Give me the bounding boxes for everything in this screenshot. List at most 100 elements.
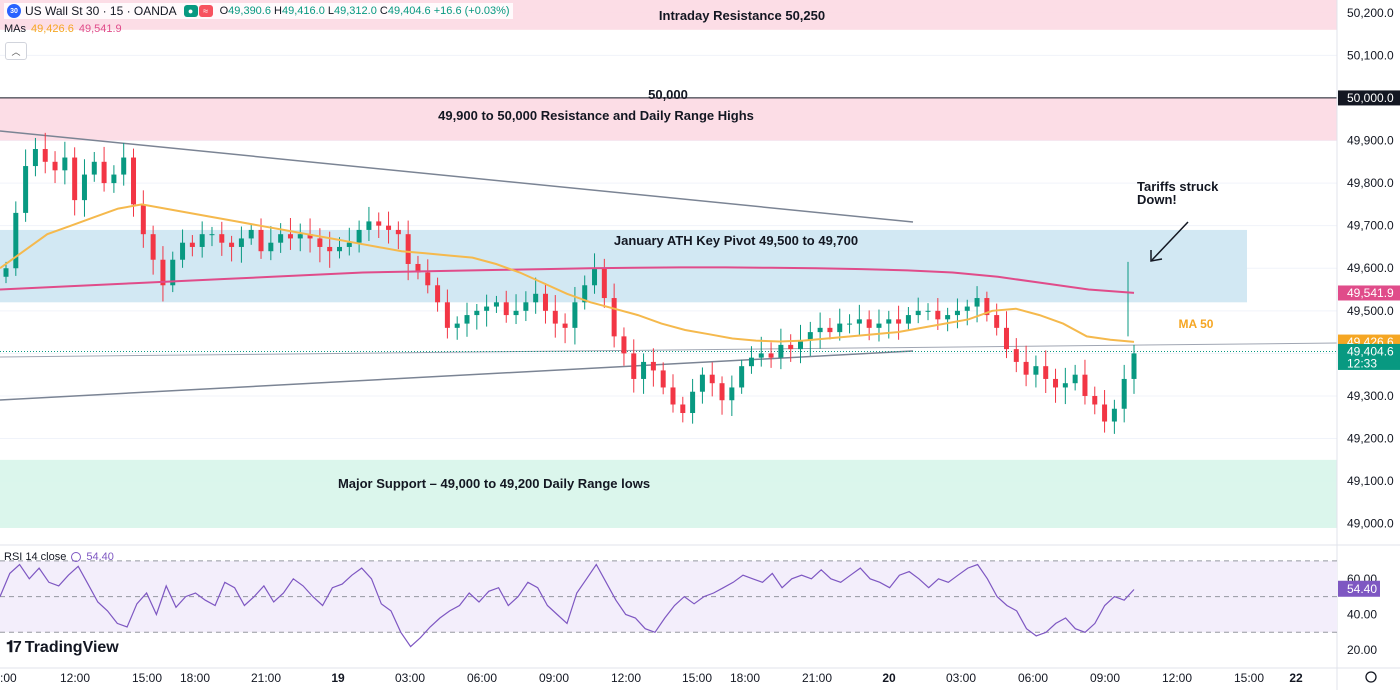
rsi-legend[interactable]: RSI 14 close 54.40 [4,551,114,563]
candle-body [23,166,29,213]
candle-body [1053,378,1059,388]
price-tick-label: 50,100.0 [1347,48,1394,62]
ohlc-values: O49,390.6 H49,416.0 L49,312.0 C49,404.6 … [219,5,510,17]
market-status-toggle[interactable]: ● ≈ [183,5,213,17]
candle-body [493,302,499,307]
time-tick-label: 06:00 [1018,671,1048,685]
zone-label: 49,900 to 50,000 Resistance and Daily Ra… [438,108,754,123]
candle-body [1072,374,1078,384]
trendline-horizontal [0,342,1338,358]
candle-body [1111,408,1117,422]
candle-body [552,310,558,324]
arrow-head-icon [1150,250,1163,262]
candle-body [435,285,441,303]
time-tick-label: 12:00 [1162,671,1192,685]
candle-body [984,298,990,316]
candle-body [1092,395,1098,405]
candle-body [876,323,882,328]
price-badge [1338,285,1400,301]
candle-body [856,319,862,324]
time-tick-label: 03:00 [395,671,425,685]
time-tick-label: 15:00 [1234,671,1264,685]
candle-body [1131,353,1137,379]
candle-body [3,268,9,277]
candle-body [847,323,853,325]
time-tick-label: 09:00 [539,671,569,685]
candle-body [778,344,784,358]
candle-body [974,298,980,307]
wave-icon: ≈ [198,5,213,17]
rsi-indicator-icon [71,552,82,562]
candle-body [523,302,529,311]
candle-body [238,238,244,247]
candle-body [945,315,951,320]
time-tick-label: 22 [1289,671,1303,685]
price-badge [1338,343,1400,370]
candle-body [415,263,421,273]
candle-body [866,319,872,328]
candle-body [748,357,754,367]
candle-body [464,315,470,324]
candle-body [650,361,656,371]
symbol-header[interactable]: 30 US Wall St 30 · 15 · OANDA ● ≈ O49,39… [4,3,513,19]
candle-body [140,204,146,235]
time-tick-label: 03:00 [946,671,976,685]
candle-body [336,246,342,252]
candle-body [425,272,431,286]
candle-body [287,234,293,239]
candle-body [915,310,921,316]
time-tick-label: 09:00 [1090,671,1120,685]
trendline-lower [0,350,914,401]
time-tick-label: 12:00 [60,671,90,685]
mas-label: MAs [4,23,26,35]
time-tick-label: 15:00 [682,671,712,685]
candle-body [542,293,548,311]
price-tick-label: 49,800.0 [1347,176,1394,190]
candle-body [905,315,911,324]
price-tick-label: 49,700.0 [1347,219,1394,233]
candle-body [886,319,892,324]
settings-gear-icon[interactable] [1365,671,1377,683]
ma200-line [0,266,1135,294]
candle-body [307,234,313,239]
collapse-legend-icon[interactable]: ︿ [5,42,27,60]
candle-body [1023,361,1029,375]
candle-body [964,306,970,311]
moving-averages-legend[interactable]: MAs 49,426.6 49,541.9 [4,23,122,35]
candle-body [798,340,804,350]
candle-body [199,234,205,247]
tradingview-logo: 𝟏7 TradingView [6,639,119,657]
zone-label: January ATH Key Pivot 49,500 to 49,700 [614,233,858,248]
candle-body [229,242,235,247]
price-badge [1338,90,1400,106]
candle-body [582,285,588,303]
candle-body [954,310,960,316]
rsi-line [0,563,1135,648]
time-tick-label: 15:00 [132,671,162,685]
candle-body [758,353,764,358]
symbol-title[interactable]: US Wall St 30 · 15 · OANDA [25,4,177,18]
candle-body [101,161,107,184]
ma50-legend-value: 49,426.6 [31,23,74,35]
brand-name: TradingView [24,639,119,656]
candle-body [52,161,58,171]
candle-body [817,327,823,333]
time-tick-label: 19 [331,671,345,685]
price-tick-label: 49,200.0 [1347,432,1394,446]
candle-body [32,149,38,167]
candle-body [180,242,186,260]
candle-body [670,387,676,405]
time-tick-label: 20 [882,671,896,685]
candle-body [768,353,774,358]
candle-body [1121,378,1127,409]
candle-body [1043,366,1049,379]
candle-body [1062,383,1068,388]
candle-body [837,323,843,333]
candle-body [376,221,382,226]
time-tick-label: 21:00 [802,671,832,685]
time-tick-label: 18:00 [730,671,760,685]
time-tick-label: 18:00 [180,671,210,685]
candle-body [366,221,372,230]
candle-body [709,374,715,384]
